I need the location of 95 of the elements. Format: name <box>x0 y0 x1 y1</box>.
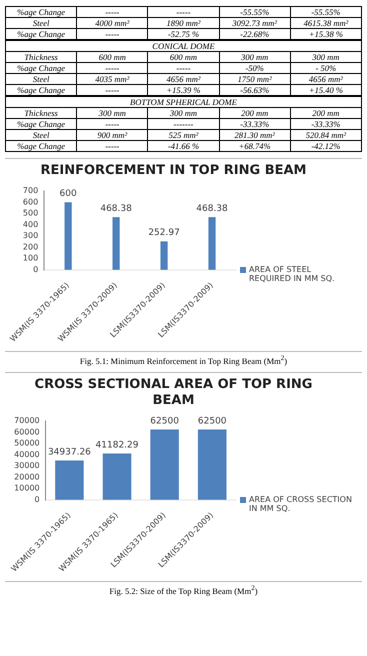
data-label: 252.97 <box>148 228 180 238</box>
y-tick-label: 500 <box>22 208 38 218</box>
y-tick-label: 700 <box>22 186 38 196</box>
text: -33.33% <box>290 118 362 130</box>
text: Steel <box>6 18 77 28</box>
text: 525 mm² <box>148 130 220 140</box>
y-tick-label: 400 <box>22 220 38 229</box>
bar <box>55 460 84 500</box>
text: Steel <box>6 74 77 84</box>
text: Thickness <box>6 52 77 62</box>
text: CONICAL DOME <box>6 40 362 52</box>
y-tick-label: 40000 <box>14 450 40 459</box>
y-tick-label: 60000 <box>14 427 40 436</box>
text: 300 mm <box>290 52 362 62</box>
text: ----- <box>76 84 148 96</box>
y-tick-label: 300 <box>22 231 38 240</box>
text: -50% <box>219 62 290 74</box>
y-tick-label: 10000 <box>14 483 40 492</box>
text: - 50% <box>290 62 362 74</box>
y-tick-label: 600 <box>22 197 38 206</box>
text: +15.38 % <box>290 28 362 40</box>
bar <box>208 217 216 270</box>
y-tick-label: 0 <box>33 264 38 274</box>
text: -56.63% <box>219 84 290 96</box>
bar <box>112 217 120 270</box>
data-label: 34937.26 <box>48 447 92 458</box>
text: +68.74% <box>219 140 290 152</box>
text: 520.84 mm² <box>290 130 362 140</box>
text: %age Change <box>6 6 77 18</box>
text: 4035 mm² <box>76 74 148 84</box>
text: ----- <box>76 118 148 130</box>
chart-title: CROSS SECTIONAL AREA OF TOP RING BEAM <box>34 376 314 409</box>
text: -33.33% <box>219 118 290 130</box>
text: 200 mm <box>290 108 362 118</box>
text: 900 mm² <box>76 130 148 140</box>
data-label: 600 <box>60 189 78 200</box>
text: -42.12% <box>290 140 362 152</box>
text: 281.30 mm² <box>219 130 290 140</box>
bar <box>150 429 179 500</box>
text: 3092.73 mm² <box>219 18 290 28</box>
text: -41.66 % <box>148 140 220 152</box>
text: 4000 mm² <box>76 18 148 28</box>
text: Thickness <box>6 108 77 118</box>
text: %age Change <box>6 140 77 152</box>
text: +15.40 % <box>290 84 362 96</box>
text: -22.68% <box>219 28 290 40</box>
text: -55.55% <box>219 6 290 18</box>
bar <box>102 453 132 500</box>
text: ----- <box>76 6 148 18</box>
text: 600 mm <box>148 52 220 62</box>
data-label: 62500 <box>198 416 227 426</box>
text: %age Change <box>6 118 77 130</box>
text: %age Change <box>6 84 77 96</box>
text: 4656 mm² <box>290 74 362 84</box>
caption: Fig. 5.1: Minimum Reinforcement in Top Ring Beam (Mm$^{2}$) <box>5 351 362 366</box>
text: ------- <box>148 118 220 130</box>
y-tick-label: 200 <box>22 242 38 252</box>
legend-label: AREA OF CROSS SECTION IN MM SQ. <box>249 494 353 513</box>
text: Steel <box>6 130 77 140</box>
legend-label: AREA OF STEEL REQUIRED IN MM SQ. <box>249 265 336 283</box>
text: %age Change <box>6 28 77 40</box>
data-label: 62500 <box>150 416 180 426</box>
text: ----- <box>76 140 148 152</box>
data-label: 468.38 <box>196 204 228 214</box>
y-tick-label: 100 <box>22 254 38 263</box>
text: 1750 mm² <box>219 74 290 84</box>
text: ----- <box>148 62 220 74</box>
y-tick-label: 30000 <box>14 460 40 470</box>
text: ----- <box>148 6 220 18</box>
text: ----- <box>76 62 148 74</box>
text: -52.75 % <box>148 28 220 40</box>
text: 4656 mm² <box>148 74 220 84</box>
text: 200 mm <box>219 108 290 118</box>
data-label: 41182.29 <box>96 440 139 450</box>
y-tick-label: 20000 <box>14 472 40 482</box>
bar <box>160 241 168 270</box>
y-tick-label: 0 <box>34 494 40 504</box>
text: %age Change <box>6 62 77 74</box>
text: 300 mm <box>76 108 148 118</box>
text: ----- <box>76 28 148 40</box>
text: 600 mm <box>76 52 148 62</box>
text: -55.55% <box>290 6 362 18</box>
text: 300 mm <box>148 108 220 118</box>
text: +15.39 % <box>148 84 220 96</box>
y-tick-label: 70000 <box>14 416 40 425</box>
text: 4615.38 mm² <box>290 18 362 28</box>
text: 300 mm <box>219 52 290 62</box>
text: 1890 mm² <box>148 18 220 28</box>
text: BOTTOM SPHERICAL DOME <box>6 96 362 108</box>
bar <box>198 429 226 500</box>
y-tick-label: 50000 <box>14 438 40 448</box>
data-label: 468.38 <box>100 204 132 214</box>
chart-title: REINFORCEMENT IN TOP RING BEAM <box>40 162 308 179</box>
caption: Fig. 5.2: Size of the Top Ring Beam (Mm$^{2}$) <box>5 580 362 596</box>
bar <box>64 202 72 270</box>
